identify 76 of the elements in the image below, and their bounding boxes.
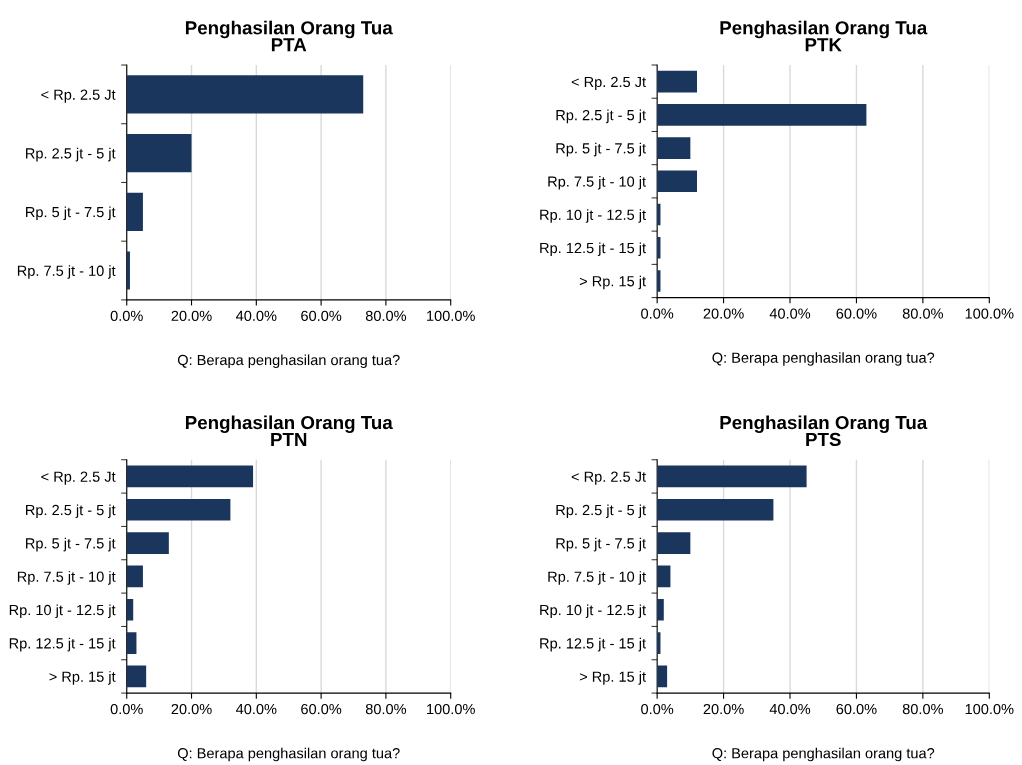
bar xyxy=(657,170,697,193)
y-tick-label: Rp. 12.5 jt - 15 jt xyxy=(540,242,646,257)
bar xyxy=(126,598,134,621)
x-tick-label: 80.0% xyxy=(902,703,944,715)
chart-title: Penghasilan Orang Tua PTN xyxy=(185,415,393,446)
bar xyxy=(126,75,364,114)
x-tick-label: 40.0% xyxy=(769,308,811,319)
x-axis-title: Q: Berapa penghasilan orang tua? xyxy=(712,747,935,762)
bar xyxy=(657,465,807,488)
y-tick-label: > Rp. 15 jt xyxy=(579,275,646,290)
x-tick-label: 100.0% xyxy=(965,308,1014,319)
y-tick-label: > Rp. 15 jt xyxy=(579,671,646,685)
x-tick-label: 0.0% xyxy=(641,703,674,715)
bar xyxy=(126,134,192,173)
y-tick-label: Rp. 5 jt - 7.5 jt xyxy=(26,206,116,221)
x-tick-label: 20.0% xyxy=(703,308,744,319)
y-tick-label: Rp. 10 jt - 12.5 jt xyxy=(9,604,116,619)
x-tick-label: 40.0% xyxy=(235,703,277,715)
y-tick-label: Rp. 2.5 jt - 5 jt xyxy=(556,109,646,124)
bar xyxy=(126,632,137,654)
x-axis-title: Q: Berapa penghasilan orang tua? xyxy=(712,352,935,366)
x-tick-label: 100.0% xyxy=(427,310,475,322)
y-tick-label: Rp. 2.5 jt - 5 jt xyxy=(26,147,116,162)
x-tick-label: 20.0% xyxy=(171,703,212,715)
y-tick-label: > Rp. 15 jt xyxy=(49,671,116,685)
x-tick-label: 40.0% xyxy=(235,310,277,322)
y-tick-label: Rp. 10 jt - 12.5 jt xyxy=(540,209,646,223)
bar xyxy=(657,532,691,554)
y-tick-label: < Rp. 2.5 Jt xyxy=(571,471,646,485)
x-tick-label: 20.0% xyxy=(171,310,212,322)
y-tick-label: Rp. 12.5 jt - 15 jt xyxy=(540,637,646,652)
x-tick-label: 60.0% xyxy=(301,310,342,322)
bar xyxy=(126,532,169,554)
x-tick-label: 100.0% xyxy=(965,703,1014,715)
x-tick-label: 0.0% xyxy=(110,310,143,322)
y-tick-label: < Rp. 2.5 Jt xyxy=(571,76,646,90)
bar xyxy=(657,598,664,621)
y-tick-label: < Rp. 2.5 Jt xyxy=(41,471,116,485)
y-tick-label: Rp. 5 jt - 7.5 jt xyxy=(26,537,116,552)
bar xyxy=(126,192,143,231)
bar xyxy=(657,137,691,159)
y-tick-label: Rp. 5 jt - 7.5 jt xyxy=(556,142,646,157)
bar xyxy=(126,498,231,521)
x-tick-label: 0.0% xyxy=(641,308,674,319)
x-axis-title: Q: Berapa penghasilan orang tua? xyxy=(177,354,400,369)
x-tick-label: 100.0% xyxy=(427,703,475,715)
bar xyxy=(126,665,147,688)
x-tick-label: 20.0% xyxy=(703,703,744,715)
y-tick-label: Rp. 10 jt - 12.5 jt xyxy=(540,604,646,619)
x-tick-label: 60.0% xyxy=(836,703,877,715)
y-tick-label: Rp. 5 jt - 7.5 jt xyxy=(556,537,646,552)
x-tick-label: 60.0% xyxy=(836,308,877,319)
bar xyxy=(126,251,130,290)
x-tick-label: 80.0% xyxy=(365,703,407,715)
y-tick-label: Rp. 7.5 jt - 10 jt xyxy=(17,571,116,585)
x-tick-label: 40.0% xyxy=(769,703,811,715)
bar xyxy=(657,498,774,521)
y-tick-label: Rp. 2.5 jt - 5 jt xyxy=(556,504,646,519)
x-tick-label: 80.0% xyxy=(902,308,944,319)
y-tick-label: Rp. 7.5 jt - 10 jt xyxy=(548,571,646,585)
chart-title: Penghasilan Orang Tua PTS xyxy=(720,415,928,447)
bar xyxy=(657,104,867,126)
x-axis-title: Q: Berapa penghasilan orang tua? xyxy=(177,747,400,762)
chart-title: Penghasilan Orang Tua PTA xyxy=(185,20,393,52)
x-tick-label: 60.0% xyxy=(301,703,342,715)
bar xyxy=(126,465,254,488)
y-tick-label: Rp. 2.5 jt - 5 jt xyxy=(26,504,116,519)
bar xyxy=(657,70,697,93)
x-tick-label: 0.0% xyxy=(110,703,143,715)
y-tick-label: Rp. 12.5 jt - 15 jt xyxy=(9,637,116,652)
y-tick-label: Rp. 7.5 jt - 10 jt xyxy=(17,265,116,279)
bar xyxy=(126,565,143,588)
x-tick-label: 80.0% xyxy=(365,310,407,322)
y-tick-label: < Rp. 2.5 Jt xyxy=(41,89,116,103)
chart-title: Penghasilan Orang Tua PTK xyxy=(720,20,928,52)
y-tick-label: Rp. 7.5 jt - 10 jt xyxy=(548,176,646,190)
